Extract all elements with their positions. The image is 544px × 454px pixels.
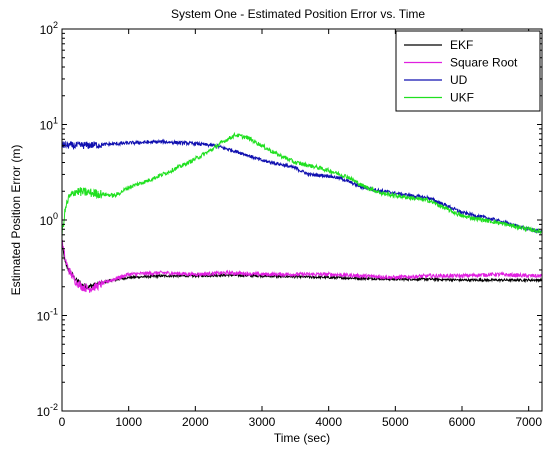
x-tick-label: 1000: [115, 415, 142, 429]
x-tick-label: 4000: [315, 415, 342, 429]
chart-title: System One - Estimated Position Error vs…: [171, 7, 425, 21]
legend: EKF Square Root UD UKF: [395, 30, 541, 112]
x-axis: 0 1000 2000 3000 4000 5000 6000 7000: [59, 29, 542, 429]
x-tick-label: 0: [59, 415, 66, 429]
legend-label-ud: UD: [450, 73, 468, 87]
y-tick-label: 100: [40, 211, 58, 228]
y-axis-label: Estimated Position Error (m): [9, 145, 23, 296]
legend-label-ukf: UKF: [450, 91, 474, 105]
series-layer: [61, 131, 543, 293]
x-tick-label: 3000: [249, 415, 276, 429]
series-line-ukf: [61, 131, 543, 238]
y-tick-label: 102: [40, 20, 58, 37]
y-tick-label: 10-2: [37, 402, 58, 419]
x-tick-label: 6000: [449, 415, 476, 429]
x-axis-label: Time (sec): [274, 431, 330, 445]
y-tick-label: 101: [40, 116, 58, 133]
x-tick-label: 5000: [382, 415, 409, 429]
x-tick-label: 7000: [515, 415, 542, 429]
x-tick-label: 2000: [182, 415, 209, 429]
legend-label-ekf: EKF: [450, 38, 473, 52]
legend-label-square-root: Square Root: [450, 56, 518, 70]
y-tick-label: 10-1: [37, 307, 58, 324]
series-line-ud: [61, 138, 543, 234]
series-line-square-root: [61, 239, 543, 293]
series-line-ekf: [61, 243, 543, 291]
